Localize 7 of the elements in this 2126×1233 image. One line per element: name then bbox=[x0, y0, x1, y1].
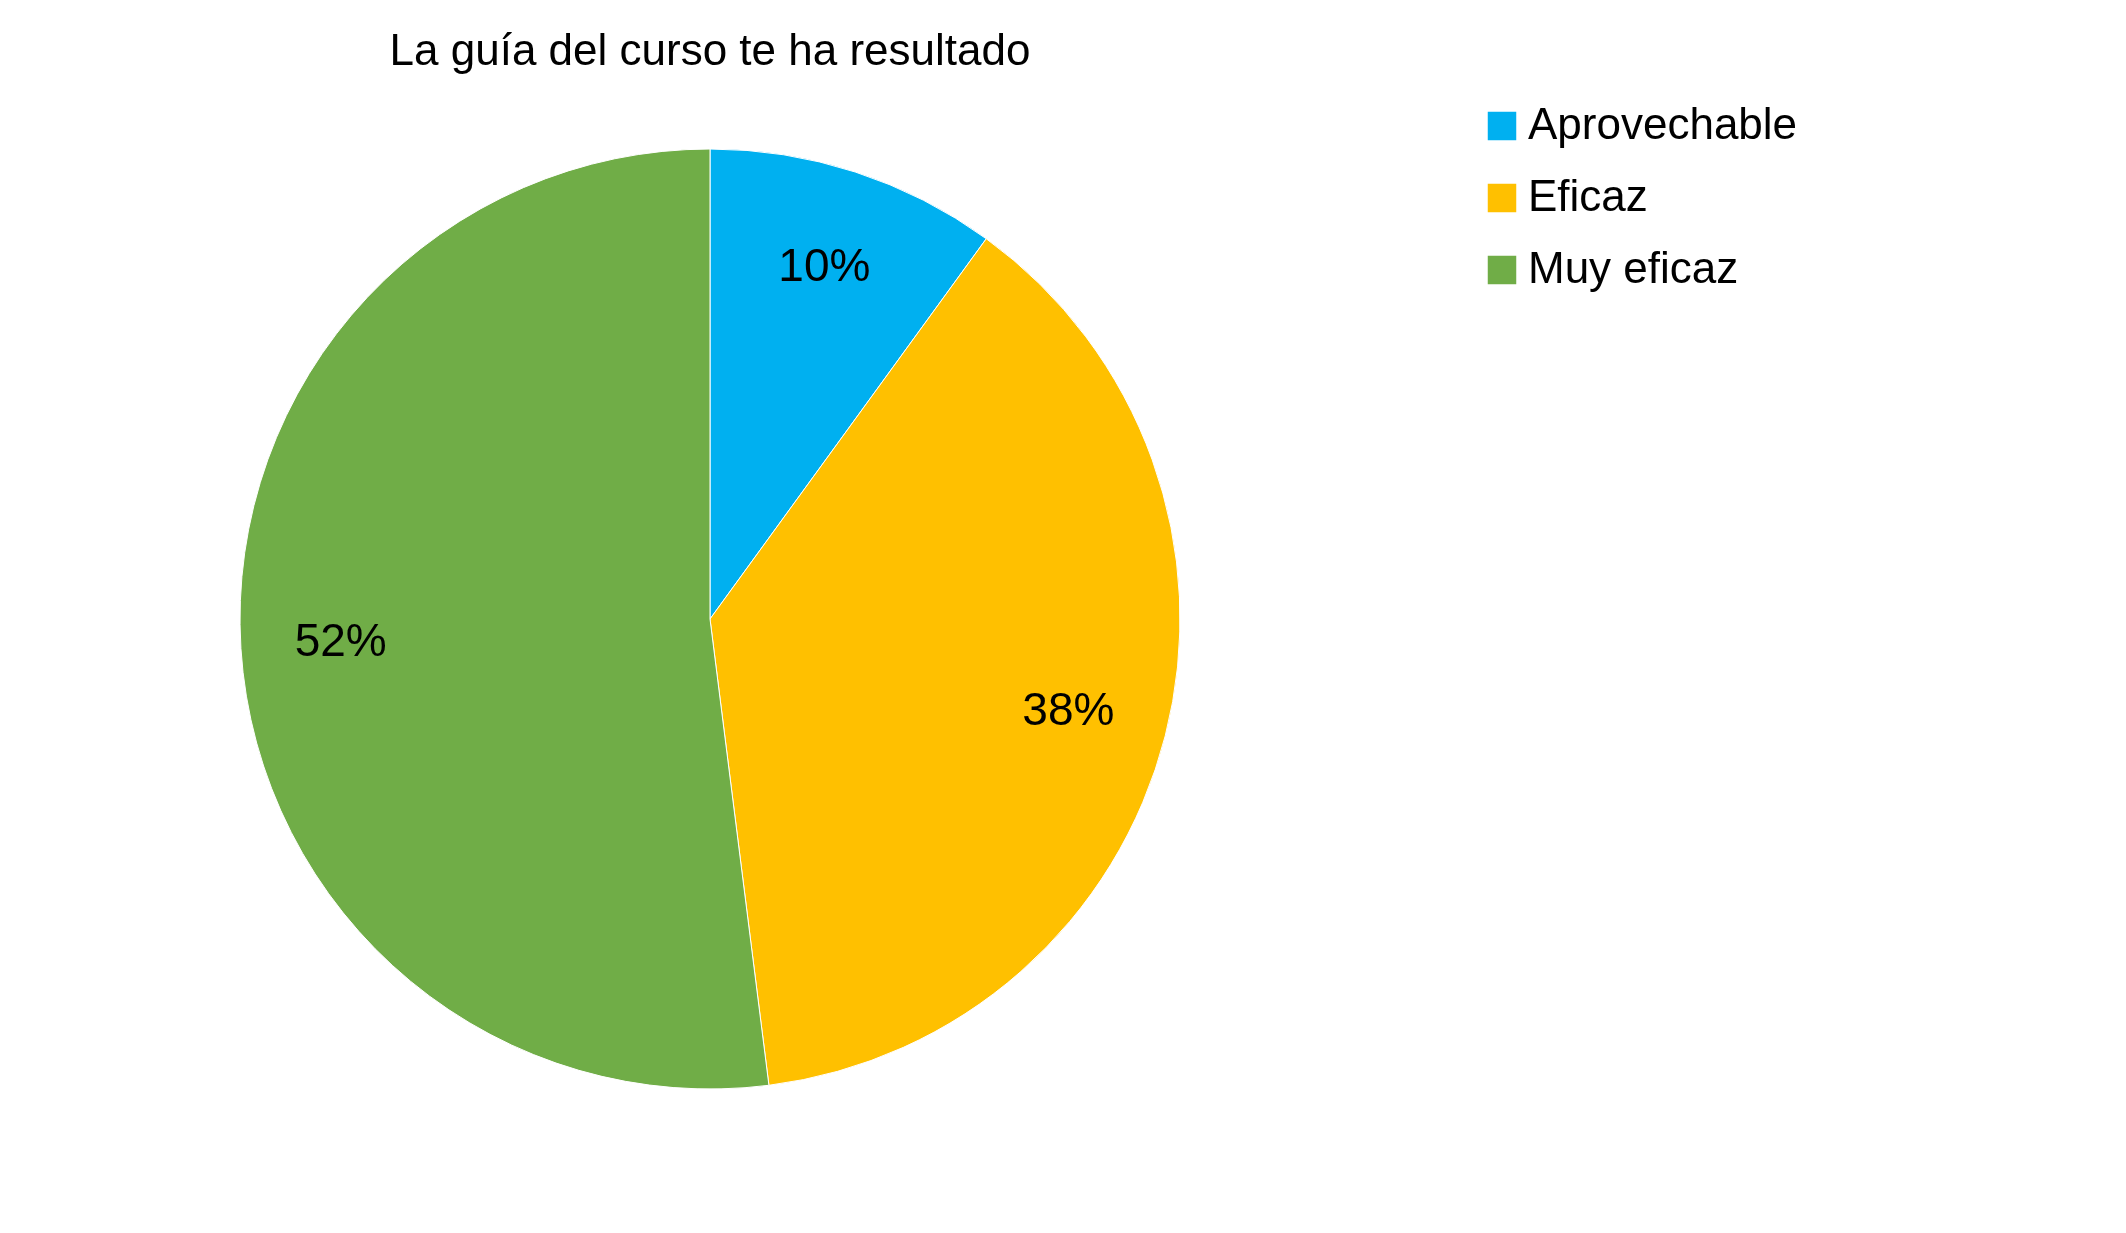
legend-label: Aprovechable bbox=[1528, 99, 1798, 148]
data-label: 38% bbox=[1022, 683, 1115, 736]
data-label: 10% bbox=[778, 239, 871, 292]
legend-label: Eficaz bbox=[1528, 171, 1648, 220]
data-label: 52% bbox=[294, 614, 387, 667]
legend-label: Muy eficaz bbox=[1528, 243, 1739, 292]
chart-title: La guía del curso te ha resultado bbox=[389, 25, 1031, 74]
